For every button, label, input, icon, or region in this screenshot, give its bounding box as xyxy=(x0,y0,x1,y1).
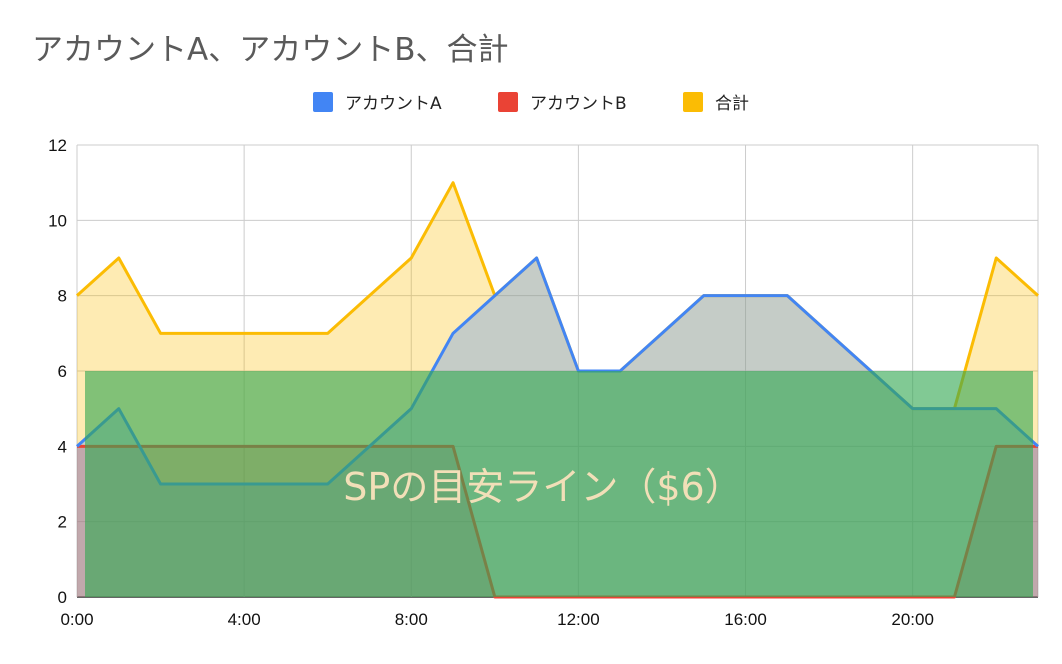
legend-swatch xyxy=(313,92,333,112)
legend: アカウントA アカウントB 合計 xyxy=(313,92,749,114)
y-tick-label: 6 xyxy=(58,362,67,381)
y-tick-label: 0 xyxy=(58,588,67,607)
sp-guide-label: SPの目安ライン（$6） xyxy=(343,465,742,509)
legend-swatch xyxy=(498,92,518,112)
x-tick-label: 8:00 xyxy=(395,610,428,629)
chart-title: アカウントA、アカウントB、合計 xyxy=(32,32,509,68)
legend-item: アカウントA xyxy=(313,92,442,114)
legend-label: 合計 xyxy=(715,94,749,114)
axis-ticks: 0 2 4 6 8 10 12 0:00 4:00 8:00 12:00 16:00 20:00 xyxy=(48,136,934,629)
y-tick-label: 8 xyxy=(58,287,67,306)
legend-item: 合計 xyxy=(683,92,749,114)
x-tick-label: 12:00 xyxy=(557,610,600,629)
sp-guide-band-rect xyxy=(85,371,1033,597)
sp-guide-band: SPの目安ライン（$6） xyxy=(85,371,1033,597)
x-tick-label: 16:00 xyxy=(724,610,767,629)
x-tick-label: 20:00 xyxy=(891,610,934,629)
x-tick-label: 4:00 xyxy=(228,610,261,629)
y-tick-label: 4 xyxy=(58,437,67,456)
legend-item: アカウントB xyxy=(498,92,627,114)
y-tick-label: 2 xyxy=(58,513,67,532)
y-tick-label: 10 xyxy=(48,211,67,230)
legend-swatch xyxy=(683,92,703,112)
x-tick-label: 0:00 xyxy=(60,610,93,629)
legend-label: アカウントB xyxy=(530,94,627,114)
y-tick-label: 12 xyxy=(48,136,67,155)
legend-label: アカウントA xyxy=(345,94,442,114)
